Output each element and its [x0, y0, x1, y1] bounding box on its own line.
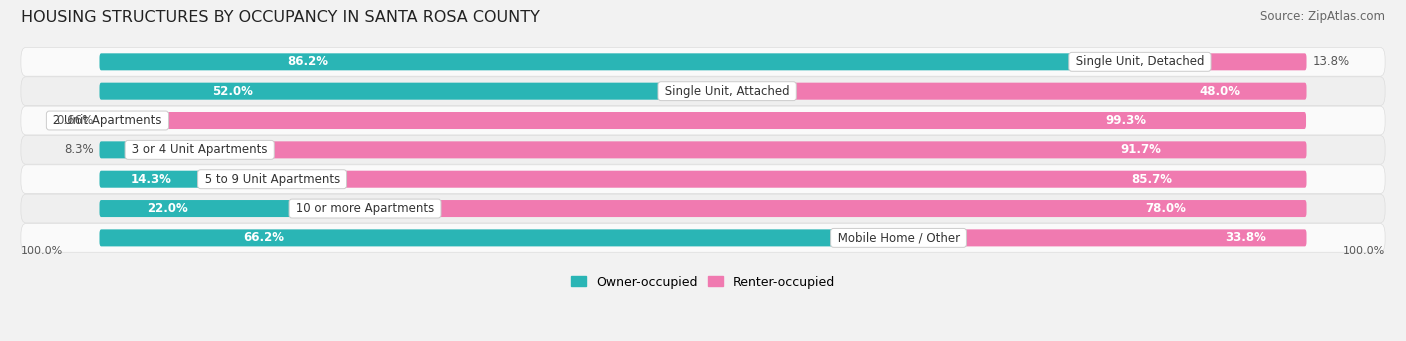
FancyBboxPatch shape — [727, 83, 1306, 100]
Text: Source: ZipAtlas.com: Source: ZipAtlas.com — [1260, 10, 1385, 23]
Text: 13.8%: 13.8% — [1313, 55, 1350, 68]
Text: 2 Unit Apartments: 2 Unit Apartments — [49, 114, 166, 127]
FancyBboxPatch shape — [21, 77, 1385, 106]
FancyBboxPatch shape — [21, 223, 1385, 252]
Text: 100.0%: 100.0% — [1343, 246, 1385, 256]
FancyBboxPatch shape — [21, 135, 1385, 164]
Text: 100.0%: 100.0% — [21, 246, 63, 256]
FancyBboxPatch shape — [21, 106, 1385, 135]
Text: 22.0%: 22.0% — [148, 202, 188, 215]
Text: 66.2%: 66.2% — [243, 232, 284, 244]
FancyBboxPatch shape — [366, 200, 1306, 217]
FancyBboxPatch shape — [21, 47, 1385, 76]
Text: HOUSING STRUCTURES BY OCCUPANCY IN SANTA ROSA COUNTY: HOUSING STRUCTURES BY OCCUPANCY IN SANTA… — [21, 10, 540, 25]
Text: 0.66%: 0.66% — [56, 114, 93, 127]
Text: 78.0%: 78.0% — [1144, 202, 1185, 215]
FancyBboxPatch shape — [21, 194, 1385, 223]
Text: 52.0%: 52.0% — [212, 85, 253, 98]
FancyBboxPatch shape — [21, 165, 1385, 194]
FancyBboxPatch shape — [1140, 53, 1306, 70]
Text: 5 to 9 Unit Apartments: 5 to 9 Unit Apartments — [201, 173, 343, 186]
Text: 14.3%: 14.3% — [131, 173, 172, 186]
FancyBboxPatch shape — [100, 112, 107, 129]
FancyBboxPatch shape — [100, 200, 366, 217]
Text: Single Unit, Attached: Single Unit, Attached — [661, 85, 793, 98]
FancyBboxPatch shape — [107, 112, 1306, 129]
FancyBboxPatch shape — [100, 53, 1140, 70]
Text: 8.3%: 8.3% — [63, 143, 93, 157]
Text: 3 or 4 Unit Apartments: 3 or 4 Unit Apartments — [128, 143, 271, 157]
FancyBboxPatch shape — [100, 83, 727, 100]
Text: 10 or more Apartments: 10 or more Apartments — [292, 202, 439, 215]
Text: 85.7%: 85.7% — [1130, 173, 1171, 186]
Text: 33.8%: 33.8% — [1225, 232, 1265, 244]
Text: 91.7%: 91.7% — [1121, 143, 1161, 157]
FancyBboxPatch shape — [100, 229, 898, 247]
Legend: Owner-occupied, Renter-occupied: Owner-occupied, Renter-occupied — [567, 271, 839, 294]
Text: 48.0%: 48.0% — [1199, 85, 1240, 98]
FancyBboxPatch shape — [100, 142, 200, 158]
Text: Mobile Home / Other: Mobile Home / Other — [834, 232, 963, 244]
Text: Single Unit, Detached: Single Unit, Detached — [1071, 55, 1208, 68]
FancyBboxPatch shape — [200, 142, 1306, 158]
Text: 99.3%: 99.3% — [1105, 114, 1147, 127]
Text: 86.2%: 86.2% — [287, 55, 328, 68]
FancyBboxPatch shape — [100, 171, 273, 188]
FancyBboxPatch shape — [273, 171, 1306, 188]
FancyBboxPatch shape — [898, 229, 1306, 247]
